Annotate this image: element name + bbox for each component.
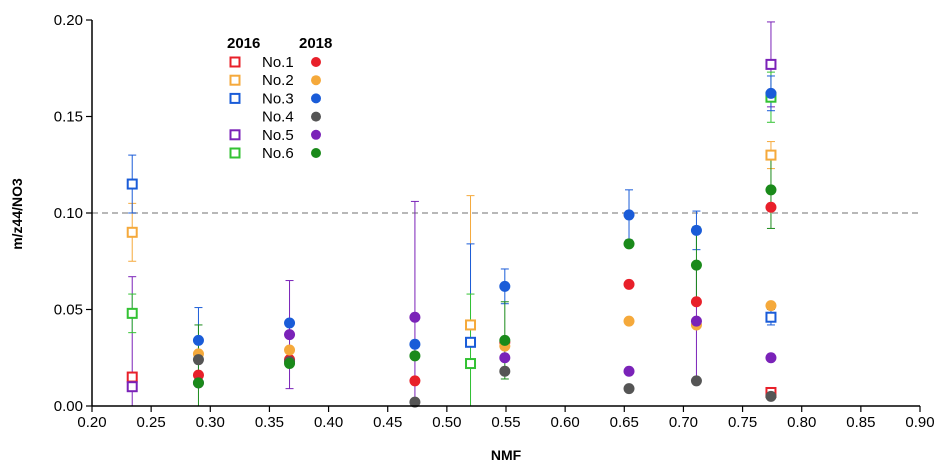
series-no3-2018-point [499,280,511,292]
x-tick-label: 0.75 [728,414,757,431]
legend-header-2018: 2018 [299,35,332,52]
legend-marker-2018 [311,111,321,122]
series-no6-2018-point [623,238,635,250]
series-no2-2016-point [126,226,138,238]
series-no3-2016-point [126,178,138,190]
series-no4-2018-point [409,396,421,408]
series-no5-2018-point [284,329,296,341]
series-no6-2016-point [465,358,477,370]
x-axis-title: NMF [491,447,522,463]
series-no5-2018-point [499,352,511,364]
legend-marker-2018 [311,75,321,86]
legend-marker-2018 [311,57,321,67]
series-no3-2018-point [284,317,296,329]
x-tick-label: 0.35 [255,414,284,431]
legend-marker-2016 [229,74,241,86]
series-no2-2016-point [765,149,777,161]
x-tick-label: 0.40 [314,414,343,431]
legend-label: No.6 [262,145,294,162]
series-no2-2018-point [623,315,635,327]
series-no1-2018-point [690,296,702,308]
series-no1-2018-point [409,375,421,387]
series-no4-2018-point [499,365,511,377]
series-no5-2018-point [409,311,421,323]
legend-label: No.1 [262,54,294,71]
marker-layer [126,58,777,408]
series-no2-2018-point [765,300,777,312]
y-tick-label: 0.15 [54,109,83,126]
series-no6-2018-point [409,350,421,362]
legend: 2016 2018 No.1No.2No.3 No.4No.5No.6 [227,35,332,162]
series-no3-2018-point [765,87,777,99]
series-no4-2018-point [690,375,702,387]
legend-marker-2016 [229,56,241,68]
series-no5-2018-point [765,352,777,364]
legend-label: No.4 [262,109,294,126]
series-no6-2018-point [765,184,777,196]
legend-label: No.2 [262,72,294,89]
x-tick-label: 0.90 [905,414,934,431]
x-tick-label: 0.80 [787,414,816,431]
series-no2-2016-point [465,319,477,331]
x-tick-label: 0.65 [610,414,639,431]
y-tick-label: 0.10 [54,205,83,222]
x-tick-label: 0.20 [77,414,106,431]
x-tick-label: 0.70 [669,414,698,431]
series-no1-2016-point [126,371,138,383]
error-bar-layer [128,21,775,407]
y-axis-title: m/z44/NO3 [9,178,25,250]
series-no5-2018-point [690,315,702,327]
legend-marker-2016 [229,92,241,104]
series-no1-2018-point [623,278,635,290]
series-no3-2018-point [192,334,204,346]
series-no4-2018-point [623,383,635,395]
series-no3-2016-point [765,311,777,323]
series-no5-2016-point [126,381,138,393]
series-no6-2018-point [192,377,204,389]
series-no2-2018-point [284,344,296,356]
legend-marker-2018 [311,129,321,140]
y-tick-label: 0.05 [54,302,83,319]
x-tick-label: 0.55 [491,414,520,431]
x-tick-label: 0.45 [373,414,402,431]
series-no3-2018-point [690,224,702,236]
legend-label: No.3 [262,90,294,107]
series-no5-2018-point [623,365,635,377]
series-no6-2018-point [499,334,511,346]
series-no1-2018-point [765,201,777,213]
x-tick-label: 0.25 [137,414,166,431]
x-tick-label: 0.60 [551,414,580,431]
series-no3-2018-point [409,338,421,350]
series-no1-2018-point [192,369,204,381]
y-tick-label: 0.20 [54,12,83,29]
legend-header-2016: 2016 [227,35,260,52]
series-no3-2016-point [465,336,477,348]
axes: 0.20 0.25 0.30 0.35 0.40 0.45 0.50 0.55 0.60 0.65… [54,12,935,431]
legend-label: No.5 [262,127,294,144]
x-tick-label: 0.85 [846,414,875,431]
series-no5-2016-point [765,58,777,70]
series-no4-2018-point [765,390,777,402]
series-no6-2018-point [284,358,296,370]
series-no4-2018-point [192,354,204,366]
series-no3-2018-point [623,209,635,221]
legend-marker-2018 [311,93,321,104]
series-no6-2018-point [690,259,702,271]
legend-marker-2016 [229,129,241,141]
legend-marker-2016 [229,147,241,159]
legend-marker-2018 [311,148,321,158]
series-no6-2016-point [126,307,138,319]
y-tick-label: 0.00 [54,398,83,415]
x-tick-label: 0.30 [196,414,225,431]
x-tick-label: 0.50 [432,414,461,431]
